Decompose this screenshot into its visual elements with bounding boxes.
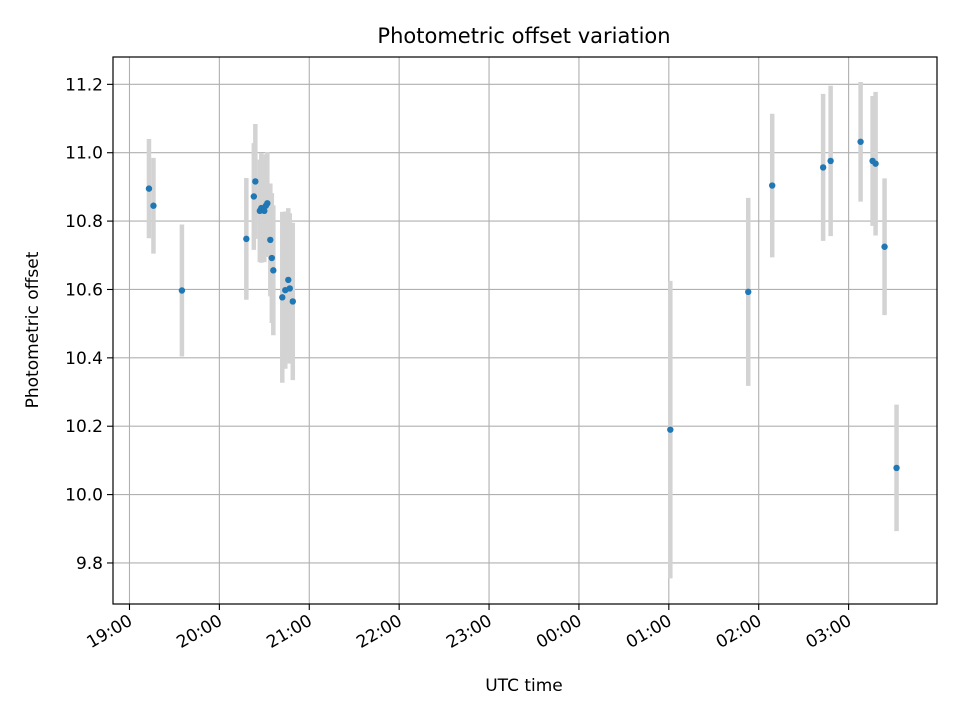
grid-layer [113, 57, 937, 604]
x-tick-label: 03:00 [803, 611, 855, 653]
data-point [250, 193, 258, 200]
errorbar-layer [146, 81, 899, 579]
data-point [769, 182, 776, 189]
plot-frame [112, 56, 938, 605]
x-tick-label: 01:00 [623, 611, 675, 653]
data-point [881, 243, 888, 250]
axis-layer: 19:00 20:00 21:00 22:00 23:00 00:00 01:00 02:00… [65, 75, 855, 652]
y-tick-label: 11.2 [65, 75, 103, 95]
x-axis-label: UTC time [485, 676, 563, 696]
data-point [285, 276, 292, 284]
x-tick-label: 02:00 [713, 611, 765, 653]
y-axis-label: Photometric offset [23, 251, 43, 408]
data-point [268, 254, 276, 262]
data-point [270, 267, 277, 274]
point-layer [145, 138, 900, 472]
data-point [279, 294, 286, 301]
data-point [872, 160, 879, 167]
data-point [893, 464, 900, 472]
y-tick-label: 10.4 [65, 349, 103, 369]
data-point [857, 138, 864, 145]
y-tick-label: 10.6 [65, 280, 103, 300]
data-point [286, 285, 293, 292]
x-tick-label: 21:00 [263, 611, 315, 653]
data-point [267, 236, 274, 244]
y-tick-label: 11.0 [65, 144, 103, 164]
x-tick-label: 20:00 [173, 611, 225, 653]
y-tick-label: 10.8 [65, 212, 103, 232]
data-point [145, 185, 153, 192]
data-point [261, 207, 268, 215]
y-tick-label: 10.2 [65, 417, 103, 437]
data-point [243, 235, 250, 243]
data-point [289, 298, 296, 305]
data-point [667, 426, 674, 433]
x-tick-label: 00:00 [533, 611, 585, 653]
data-point [150, 202, 157, 209]
data-point [264, 200, 271, 207]
y-tick-label: 10.0 [65, 486, 103, 506]
data-point [745, 288, 752, 296]
data-point [819, 164, 827, 171]
x-tick-label: 22:00 [353, 611, 405, 653]
chart-title: Photometric offset variation [377, 24, 670, 48]
x-tick-label: 23:00 [443, 611, 495, 653]
x-tick-label: 19:00 [84, 611, 136, 653]
y-tick-label: 9.8 [76, 554, 103, 574]
data-point [252, 178, 259, 185]
data-point [827, 157, 834, 165]
data-point [178, 287, 186, 294]
